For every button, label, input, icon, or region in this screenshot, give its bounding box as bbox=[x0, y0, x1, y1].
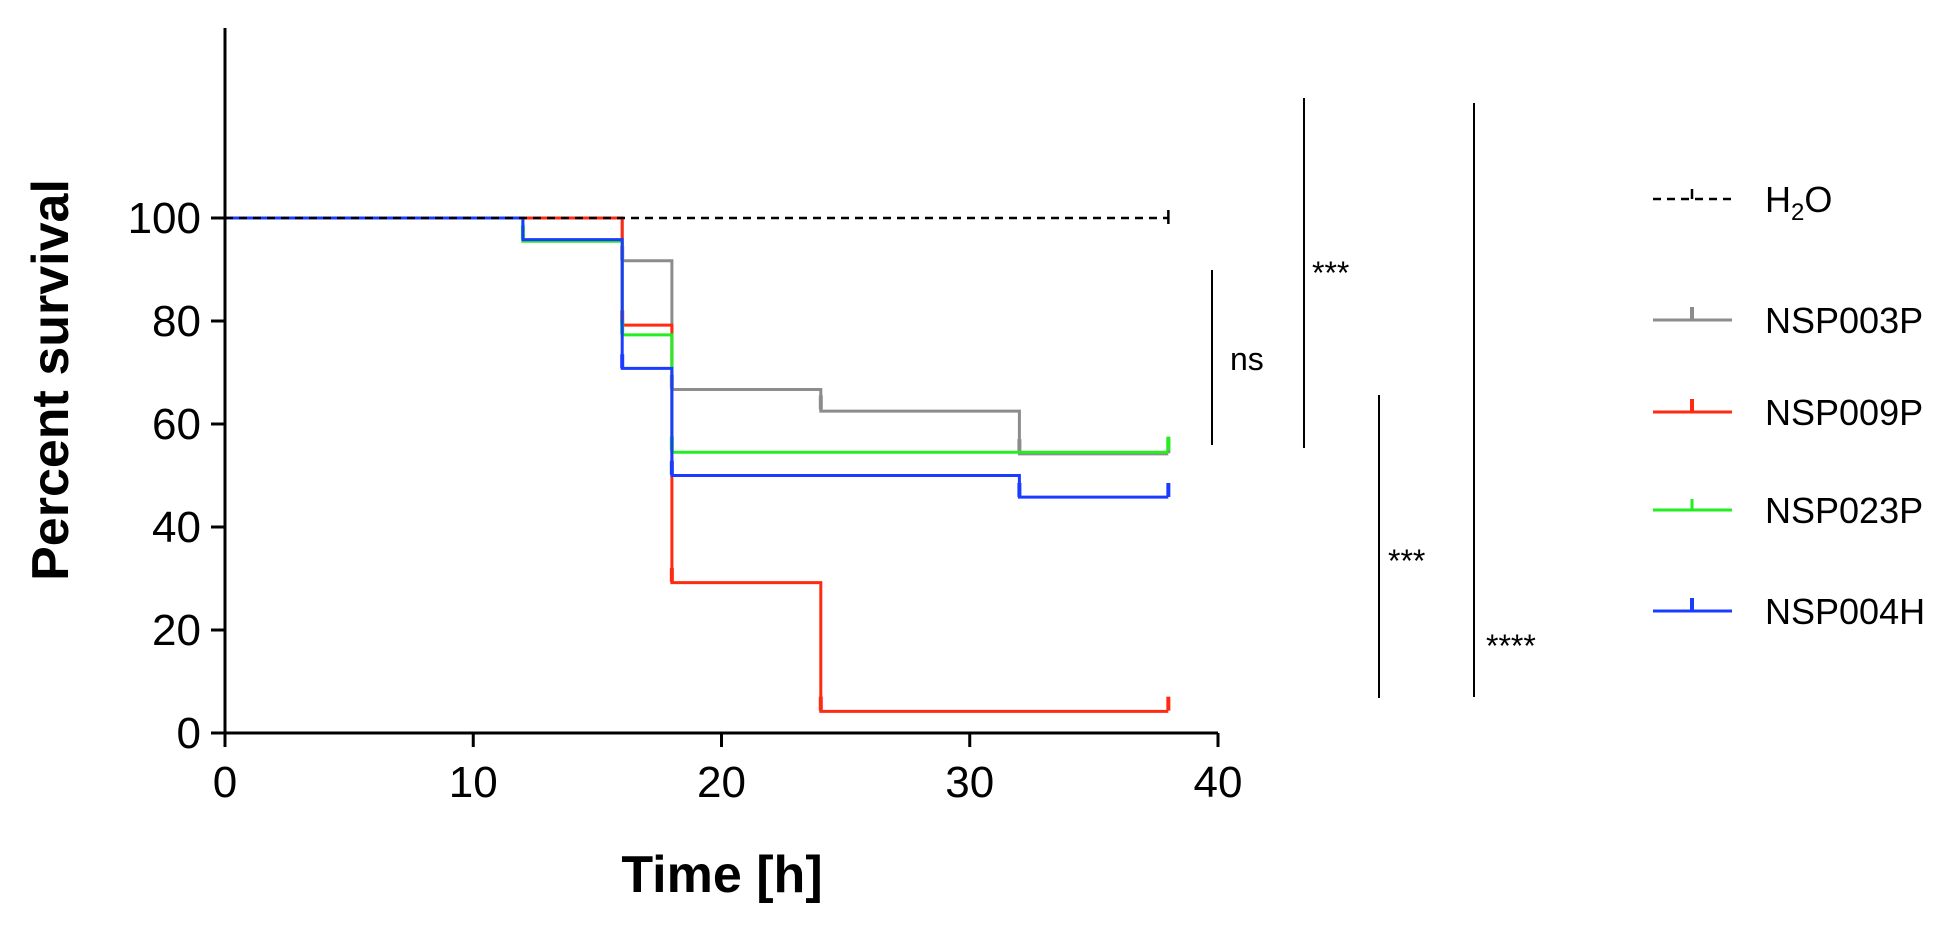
y-axis-title: Percent survival bbox=[22, 179, 80, 581]
legend-item-nsp023p: NSP023P bbox=[1653, 490, 1923, 531]
series-line-nsp023p bbox=[225, 216, 1169, 454]
sig-label-003-vs-009: *** bbox=[1312, 255, 1349, 291]
y-tick-label-2: 40 bbox=[152, 503, 201, 552]
legend-item-nsp004h: NSP004H bbox=[1653, 591, 1925, 632]
legend-item-nsp009p: NSP009P bbox=[1653, 392, 1923, 433]
x-axis-title: Time [h] bbox=[621, 846, 822, 904]
legend-label-nsp009p: NSP009P bbox=[1765, 392, 1923, 433]
sig-label-ns: ns bbox=[1230, 341, 1264, 377]
series-layer bbox=[225, 210, 1171, 713]
x-tick-label-0: 0 bbox=[213, 758, 237, 807]
legend-label-h2o-sub: 2 bbox=[1791, 199, 1804, 226]
x-tick-label-1: 10 bbox=[449, 758, 498, 807]
x-tick-label-3: 30 bbox=[945, 758, 994, 807]
legend-label-h2o-tail: O bbox=[1804, 179, 1832, 220]
series-line-nsp009p bbox=[225, 216, 1169, 713]
significance-brackets: ns *** *** **** bbox=[1211, 98, 1536, 698]
y-tick-label-3: 60 bbox=[152, 400, 201, 449]
y-tick-label-0: 0 bbox=[177, 709, 201, 758]
legend-label-nsp023p: NSP023P bbox=[1765, 490, 1923, 531]
legend: H2O NSP003P NSP009P NSP023P NSP004H bbox=[1653, 179, 1925, 632]
y-tick-label-1: 20 bbox=[152, 606, 201, 655]
legend-item-h2o: H2O bbox=[1653, 179, 1832, 226]
legend-item-nsp003p: NSP003P bbox=[1653, 300, 1923, 341]
sig-label-004-vs-009: **** bbox=[1486, 628, 1536, 664]
y-tick-label-5: 100 bbox=[128, 194, 201, 243]
x-tick-label-2: 20 bbox=[697, 758, 746, 807]
legend-label-nsp003p: NSP003P bbox=[1765, 300, 1923, 341]
legend-label-h2o-main: H bbox=[1765, 179, 1791, 220]
legend-label-h2o: H2O bbox=[1765, 179, 1832, 226]
x-ticks: 0 10 20 30 40 bbox=[213, 733, 1243, 807]
y-tick-label-4: 80 bbox=[152, 297, 201, 346]
series-line-nsp003p bbox=[225, 216, 1169, 456]
legend-label-nsp004h: NSP004H bbox=[1765, 591, 1925, 632]
x-tick-label-4: 40 bbox=[1194, 758, 1243, 807]
y-ticks: 0 20 40 60 80 100 bbox=[128, 194, 225, 758]
sig-label-023-vs-009: *** bbox=[1388, 543, 1425, 579]
